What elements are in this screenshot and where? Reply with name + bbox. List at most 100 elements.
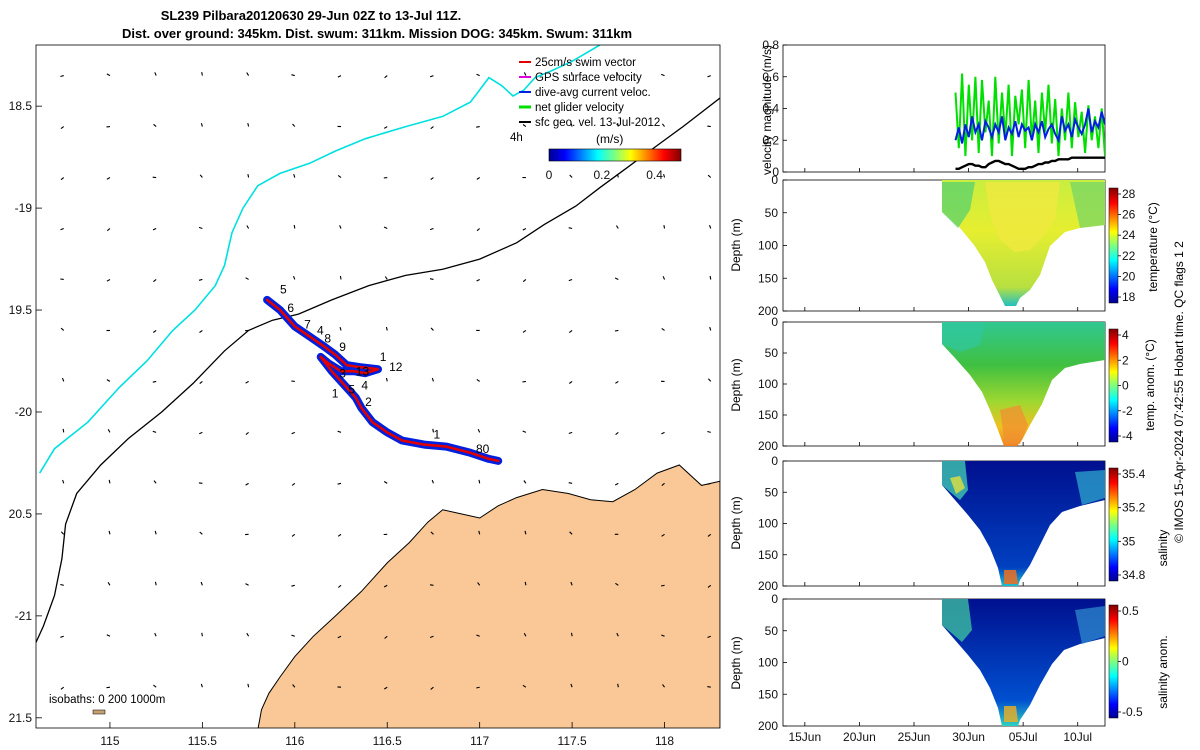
- legend-label-3: net glider velocity: [535, 102, 624, 114]
- geo-vector-142: [522, 684, 527, 688]
- map-xtick-2: 116: [285, 734, 304, 748]
- geo-vector-77: [292, 684, 296, 688]
- geo-vector-150: [568, 431, 573, 435]
- sal-anomaly-y-ticks: 0 50 100 150 200: [758, 592, 787, 733]
- geo-vector-152: [569, 531, 573, 535]
- geo-vector-129: [476, 686, 480, 689]
- geo-vector-176: [661, 431, 665, 435]
- temperature-colorbar: [1108, 187, 1119, 304]
- geo-vector-173: [662, 276, 666, 280]
- waypoint-3: 4: [317, 324, 324, 338]
- geo-vector-69: [292, 275, 296, 280]
- geo-vector-3: [60, 227, 64, 231]
- temp-anomaly-warm-core: [1000, 405, 1028, 444]
- geo-vector-144: [570, 123, 573, 127]
- geo-vector-21: [108, 479, 111, 484]
- geo-vector-146: [568, 227, 573, 230]
- map-xtick-5: 117.5: [558, 734, 587, 748]
- velocity-series-0: [954, 73, 1105, 157]
- cb3-label-0: 4: [1122, 328, 1129, 342]
- cb3-label-3: -2: [1122, 404, 1133, 418]
- waypoint-15: 80: [476, 442, 490, 456]
- geo-vector-44: [199, 329, 203, 333]
- geo-vector-46: [198, 431, 203, 435]
- geo-vector-13: [106, 73, 111, 77]
- temperature-colorbar-label: temperature (°C): [1146, 202, 1160, 292]
- map-ytick-6: 21.5: [9, 711, 33, 725]
- geo-vector-159: [615, 225, 619, 229]
- xtick-date-5: 10Jul: [1063, 730, 1092, 744]
- geo-vector-116: [430, 686, 434, 690]
- geo-vector-103: [384, 686, 388, 690]
- geo-vector-126: [478, 530, 481, 535]
- geo-vector-101: [383, 584, 388, 588]
- geo-vector-24: [106, 634, 111, 637]
- geo-vector-115: [430, 635, 434, 639]
- geo-vector-168: [617, 683, 619, 688]
- waypoint-7: 12: [389, 360, 403, 374]
- geo-vector-74: [291, 533, 296, 537]
- sal-anomaly-field: [942, 599, 1105, 726]
- geo-vector-0: [60, 75, 64, 78]
- xtick-date-1: 20Jun: [843, 730, 876, 744]
- geo-vector-62: [245, 583, 249, 586]
- p5ticks-label-3: 150: [758, 687, 778, 701]
- velocity-ytick-3: 0.6: [762, 70, 779, 84]
- geo-vector-127: [477, 582, 481, 586]
- speed-colorbar: 4h (m/s) 0 0.2 0.4: [510, 132, 682, 182]
- geo-vector-153: [570, 581, 573, 586]
- geo-vector-36: [154, 581, 157, 586]
- geo-vector-147: [568, 278, 573, 282]
- geo-vector-50: [201, 632, 203, 637]
- geo-vector-58: [245, 380, 249, 384]
- map-ytick-3: -20: [15, 405, 33, 419]
- geo-vector-35: [154, 530, 157, 535]
- geo-vector-188: [707, 378, 712, 382]
- sal-anomaly-deep: [1004, 706, 1018, 722]
- geo-vector-82: [339, 275, 342, 280]
- sal-anomaly-colorbar-label: salinity anom.: [1156, 635, 1170, 708]
- velocity-ytick-4: 0.8: [762, 38, 779, 52]
- geo-vector-156: [616, 72, 619, 76]
- cb2-label-2: 24: [1122, 228, 1136, 242]
- geo-vector-141: [523, 632, 527, 637]
- geo-vector-162: [615, 380, 619, 384]
- legend-label-0: 25cm/s swim vector: [535, 57, 636, 69]
- geo-vector-187: [709, 326, 712, 331]
- geo-vector-22: [108, 530, 111, 535]
- geo-vector-118: [476, 126, 480, 128]
- cb4-label-1: 35.2: [1122, 501, 1146, 515]
- geo-vector-194: [707, 686, 711, 688]
- geo-vector-138: [523, 480, 527, 484]
- geo-vector-37: [154, 632, 157, 637]
- map-xtick-3: 116.5: [373, 734, 402, 748]
- p5ticks-label-4: 200: [758, 719, 778, 733]
- sal-anomaly-ylabel: Depth (m): [729, 636, 743, 689]
- p4ticks-label-3: 150: [758, 548, 778, 562]
- isobath-1000m: [36, 97, 720, 643]
- geo-vector-177: [661, 482, 665, 487]
- sal-anomaly-colorbar: [1108, 604, 1119, 719]
- salinity-y-ticks: 0 50 100 150 200: [758, 454, 787, 593]
- p4ticks-label-1: 50: [765, 485, 779, 499]
- geo-vector-185: [708, 225, 712, 229]
- xtick-date-4: 05Jul: [1009, 730, 1038, 744]
- map-xtick-4: 117: [470, 734, 489, 748]
- geo-vector-23: [107, 582, 111, 586]
- geo-vector-41: [199, 174, 203, 178]
- geo-vector-119: [476, 177, 480, 180]
- geo-vector-184: [707, 174, 712, 178]
- geo-vector-65: [291, 74, 295, 77]
- waypoint-2: 7: [304, 317, 311, 331]
- p2ticks-label-1: 50: [765, 206, 779, 220]
- legend-label-1: GPS surface velocity: [535, 72, 642, 84]
- cb2-label-4: 20: [1122, 269, 1136, 283]
- geo-vector-149: [568, 380, 573, 384]
- geo-vector-94: [383, 226, 388, 229]
- geo-vector-171: [663, 173, 666, 178]
- geo-vector-2: [60, 177, 65, 181]
- colorbar-prefix: 4h: [510, 132, 523, 144]
- geo-vector-104: [430, 75, 434, 78]
- geo-vector-163: [615, 431, 619, 436]
